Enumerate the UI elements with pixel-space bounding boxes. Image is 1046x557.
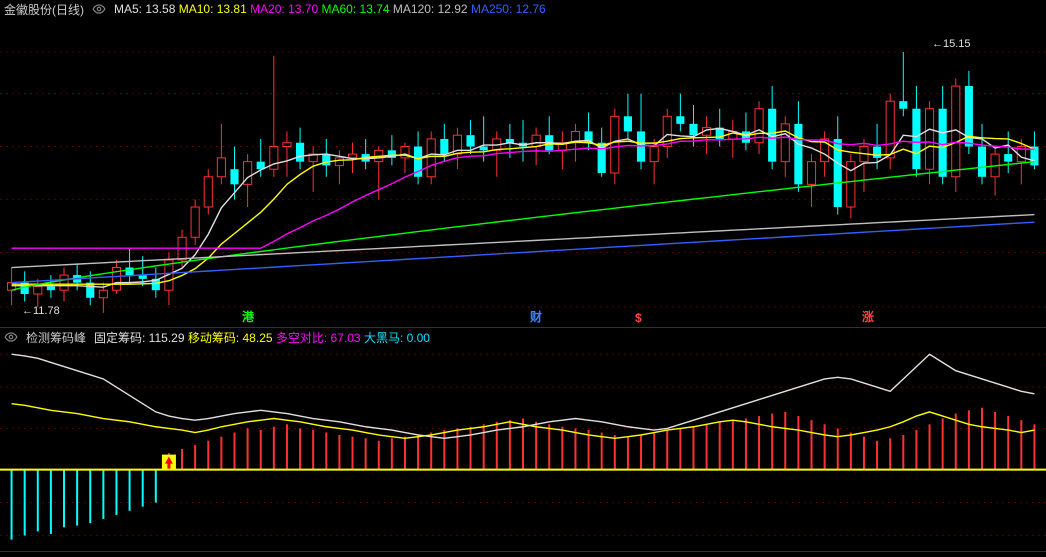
event-marker[interactable]: 涨: [862, 308, 874, 325]
visibility-toggle-icon[interactable]: [4, 330, 18, 344]
ma-indicator: MA20: 13.70: [250, 2, 318, 16]
high-price-label: ←15.15: [932, 38, 971, 50]
candlestick-chart[interactable]: [0, 18, 1046, 328]
ma-indicator: MA10: 13.81: [179, 2, 247, 16]
stock-title: 金徽股份(日线): [4, 1, 84, 18]
ma-indicator: MA60: 13.74: [322, 2, 390, 16]
indicator-value: 固定筹码: 115.29: [94, 331, 184, 345]
low-price-label: ←11.78: [22, 305, 60, 317]
indicator-title: 检测筹码峰: [26, 329, 86, 346]
visibility-toggle-icon[interactable]: [92, 2, 106, 16]
indicator-value: 大黑马: 0.00: [364, 331, 430, 345]
ma-indicator: MA250: 12.76: [471, 2, 546, 16]
indicator-value: 多空对比: 67.03: [276, 331, 361, 345]
event-marker[interactable]: 港: [242, 308, 254, 325]
sub-header: 检测筹码峰 固定筹码: 115.29 移动筹码: 48.25 多空对比: 67.…: [0, 328, 1046, 346]
event-marker[interactable]: $: [635, 311, 642, 325]
main-header: 金徽股份(日线) MA5: 13.58 MA10: 13.81 MA20: 13…: [0, 0, 1046, 18]
ma-indicator: MA5: 13.58: [114, 2, 175, 16]
ma-indicator: MA120: 12.92: [393, 2, 468, 16]
indicator-value: 移动筹码: 48.25: [188, 331, 273, 345]
indicator-panel[interactable]: 检测筹码峰 固定筹码: 115.29 移动筹码: 48.25 多空对比: 67.…: [0, 328, 1046, 552]
indicator-chart[interactable]: [0, 346, 1046, 552]
candlestick-panel[interactable]: 金徽股份(日线) MA5: 13.58 MA10: 13.81 MA20: 13…: [0, 0, 1046, 328]
event-marker[interactable]: 财: [530, 308, 542, 325]
